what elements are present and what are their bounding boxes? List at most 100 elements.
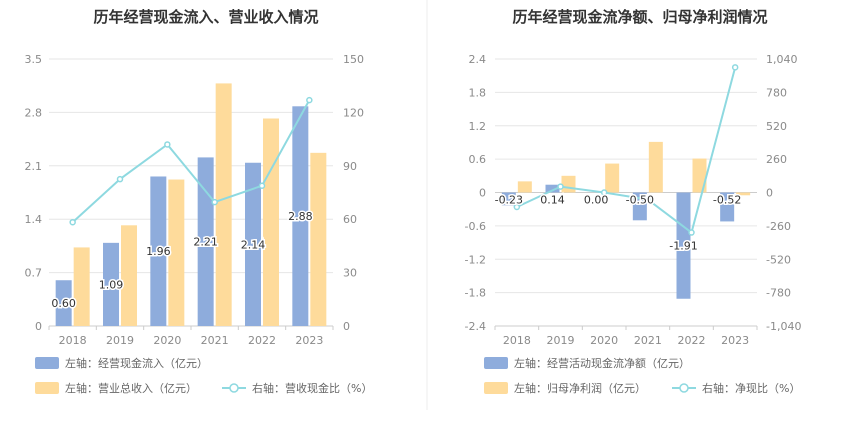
line-point [513,203,521,211]
x-tick-label: 2022 [248,334,276,347]
x-tick-label: 2023 [295,334,323,347]
y-right-tick-label: 780 [766,86,787,99]
y-right-tick-label: 150 [343,53,364,66]
data-label: 1.09 [99,278,124,291]
bar-secondary [605,163,620,193]
y-left-tick-label: -0.6 [465,220,486,233]
legend-label: 左轴：经营现金流入（亿元） [65,356,208,370]
bar-secondary [692,158,707,193]
legend-swatch [35,357,59,369]
line-point [644,196,652,203]
bar-primary [55,280,72,326]
y-left-tick-label: -1.8 [465,287,486,300]
bar-secondary [648,141,663,193]
x-tick-label: 2020 [590,334,618,347]
y-right-tick-label: -260 [766,220,791,233]
x-tick-label: 2018 [59,334,87,347]
bar-primary [545,184,560,193]
y-left-tick-label: 1.4 [25,213,43,226]
legend-swatch-marker [229,383,239,393]
bar-secondary [73,247,90,326]
data-label: 0.60 [51,297,76,310]
bar-primary [245,162,261,326]
bar-primary [720,192,735,222]
y-left-tick-label: 0 [479,187,486,200]
y-left-tick-label: -2.4 [465,320,486,333]
line-point [688,229,695,236]
line-point [731,64,739,71]
line-point [557,183,564,190]
bar-secondary [517,181,532,193]
data-label: -1.91 [669,240,697,253]
legend-label: 左轴：归母净利润（亿元） [514,381,646,395]
y-right-tick-label: -1,040 [766,320,801,333]
x-tick-label: 2019 [106,334,134,347]
y-right-tick-label: 60 [343,213,357,226]
line-point [164,141,171,148]
line-point [258,182,266,189]
y-left-tick-label: 0 [35,320,42,333]
line-point [116,175,124,183]
y-left-tick-label: 1.8 [469,86,487,99]
line-point [69,218,76,226]
y-right-tick-label: 30 [343,267,357,280]
bar-primary [292,106,309,326]
legend-label: 左轴：经营活动现金流净额（亿元） [514,356,690,370]
bar-secondary [121,225,137,326]
series-line [516,67,737,235]
data-label: 2.21 [193,236,218,249]
data-label: -0.50 [626,194,654,207]
y-right-tick-label: 90 [343,160,357,173]
x-tick-label: 2019 [547,334,575,347]
legend-label: 右轴：净现比（%） [702,381,800,395]
data-label: -0.23 [495,194,523,207]
bar-primary [150,176,167,326]
x-tick-label: 2021 [201,334,229,347]
y-left-tick-label: 0.6 [469,153,487,166]
y-right-tick-label: 0 [343,320,350,333]
bar-primary [501,192,516,206]
x-tick-label: 2022 [678,334,706,347]
y-right-tick-label: 520 [766,120,787,133]
data-label: -0.52 [713,194,741,207]
line-point [600,189,608,196]
y-right-tick-label: -520 [766,253,791,266]
bar-secondary [310,152,327,326]
legend-label: 右轴：营收现金比（%） [252,381,372,395]
line-point [306,96,313,104]
y-right-tick-label: 260 [766,153,787,166]
data-label: 2.14 [241,238,266,251]
bar-primary [103,242,119,326]
y-right-tick-label: 0 [766,187,773,200]
bar-primary [676,192,691,299]
y-left-tick-label: -1.2 [465,253,486,266]
bar-secondary [263,118,279,326]
bar-primary [197,157,214,326]
y-right-tick-label: -780 [766,287,791,300]
y-left-tick-label: 0.7 [25,267,43,280]
y-right-tick-label: 120 [343,106,364,119]
legend-swatch [484,382,508,394]
x-tick-label: 2018 [503,334,531,347]
line-point [211,198,218,206]
chart-title: 历年经营现金流净额、归母净利润情况 [512,8,767,26]
y-right-tick-label: 1,040 [766,53,798,66]
bar-secondary [736,192,751,196]
legend-swatch [35,382,59,394]
x-tick-label: 2021 [634,334,662,347]
data-label: 0.14 [540,194,565,207]
y-left-tick-label: 1.2 [469,120,487,133]
y-left-tick-label: 2.1 [25,160,43,173]
legend-swatch [484,357,508,369]
x-tick-label: 2023 [721,334,749,347]
series-line [71,99,311,223]
y-left-tick-label: 3.5 [25,53,43,66]
y-left-tick-label: 2.4 [469,53,487,66]
y-left-tick-label: 2.8 [25,106,43,119]
bar-secondary [561,175,576,193]
legend-swatch-marker [679,383,689,393]
legend-label: 左轴：营业总收入（亿元） [65,381,197,395]
bar-secondary [215,83,232,326]
